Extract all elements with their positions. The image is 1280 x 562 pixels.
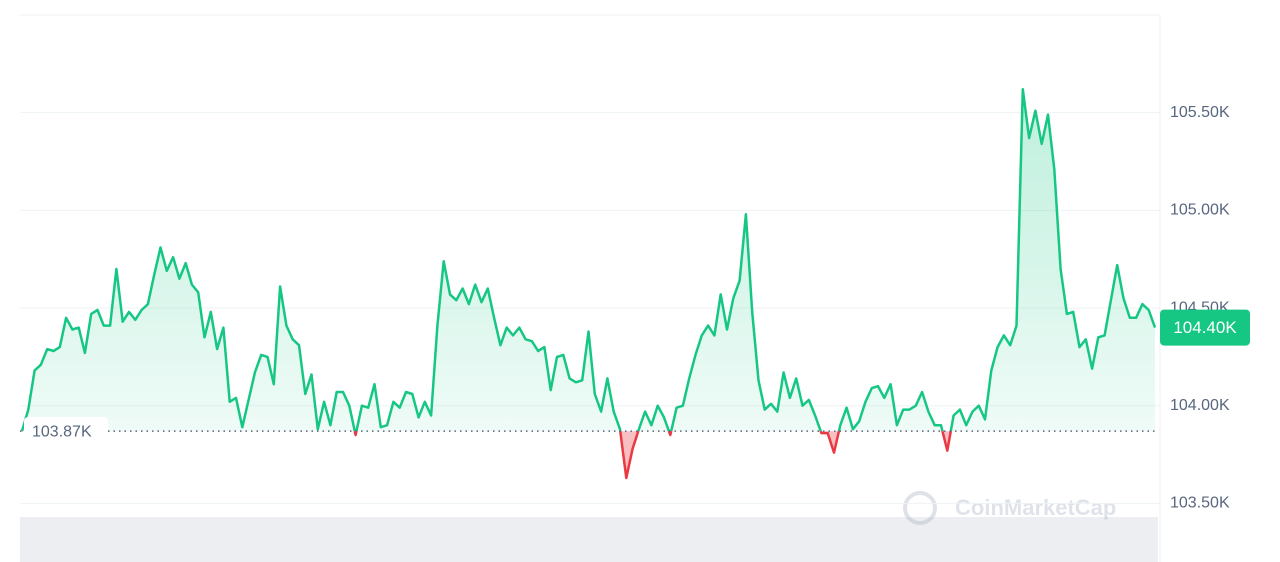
watermark-text: CoinMarketCap (955, 495, 1116, 520)
y-tick-label: 105.00K (1170, 202, 1230, 219)
watermark: CoinMarketCap (903, 491, 1116, 525)
last-price-label: 104.40K (1173, 318, 1237, 337)
y-tick-label: 103.50K (1170, 495, 1230, 512)
area-above (22, 89, 1155, 432)
volume-band (20, 517, 1158, 562)
price-line (20, 87, 1157, 432)
reference-label: 103.87K (32, 423, 92, 440)
reference-label-bg (24, 417, 108, 446)
series (20, 87, 1157, 480)
last-price-marker (1160, 309, 1250, 346)
y-tick-label: 105.50K (1170, 104, 1230, 121)
y-tick-label: 104.00K (1170, 397, 1230, 414)
